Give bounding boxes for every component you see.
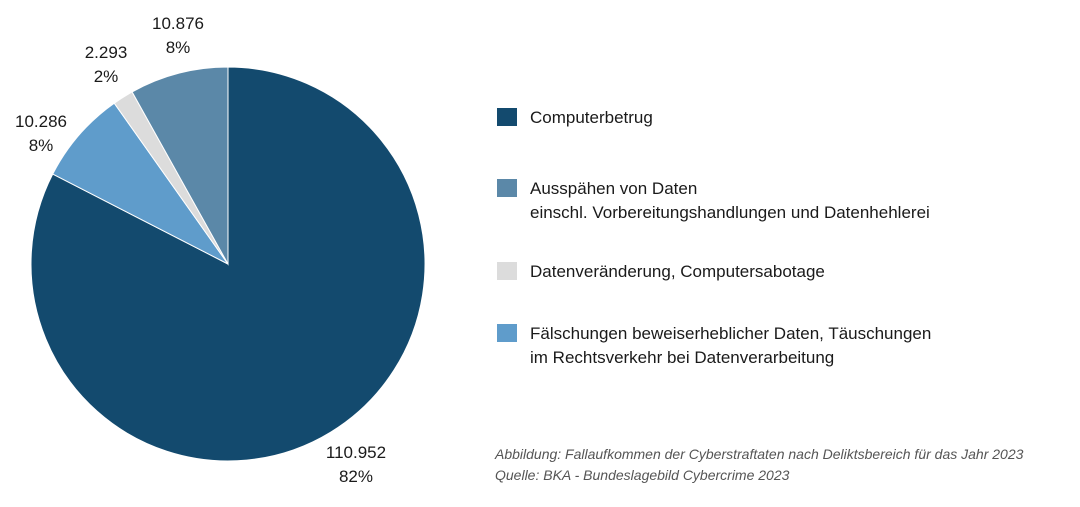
pie-slice-ausspaehen xyxy=(131,66,229,266)
legend-swatch xyxy=(497,262,517,280)
caption-line-1: Abbildung: Fallaufkommen der Cyberstraft… xyxy=(495,446,1024,462)
pie-slice-faelschungen xyxy=(52,102,229,265)
slice-value-label: 10.286 xyxy=(15,112,67,131)
slice-percent-label: 8% xyxy=(28,136,54,155)
legend-label: Ausspähen von Daten einschl. Vorbereitun… xyxy=(530,179,930,222)
legend-label: Computerbetrug xyxy=(530,108,653,127)
figure-caption: Abbildung: Fallaufkommen der Cyberstraft… xyxy=(495,444,1023,486)
legend-item-faelschungen: Fälschungen beweiserheblicher Daten, Täu… xyxy=(497,322,931,370)
legend-swatch xyxy=(497,179,517,197)
slice-value-label: 110.952 xyxy=(325,443,387,462)
legend-swatch xyxy=(497,108,517,126)
slice-percent-label: 8% xyxy=(165,38,191,57)
slice-value-label: 10.876 xyxy=(152,14,204,33)
slice-label-datenveraenderung: 2.293 2% xyxy=(85,41,128,89)
legend-item-computerbetrug: Computerbetrug xyxy=(497,106,653,130)
legend-swatch xyxy=(497,324,517,342)
legend-item-datenveraenderung: Datenveränderung, Computersabotage xyxy=(497,260,825,284)
slice-label-faelschungen: 10.286 8% xyxy=(15,110,67,158)
pie-plot xyxy=(30,66,426,462)
slice-percent-label: 2% xyxy=(93,67,119,86)
legend-label: Fälschungen beweiserheblicher Daten, Täu… xyxy=(530,324,932,367)
slice-value-label: 2.293 xyxy=(84,43,128,62)
slice-percent-label: 82% xyxy=(338,467,374,486)
slice-label-ausspaehen: 10.876 8% xyxy=(152,12,204,60)
slice-label-computerbetrug: 110.952 82% xyxy=(326,441,386,489)
caption-line-2: Quelle: BKA - Bundeslagebild Cybercrime … xyxy=(495,467,790,483)
legend-item-ausspaehen: Ausspähen von Daten einschl. Vorbereitun… xyxy=(497,177,930,225)
legend-label: Datenveränderung, Computersabotage xyxy=(530,262,825,281)
pie-slice-computerbetrug xyxy=(30,66,426,462)
